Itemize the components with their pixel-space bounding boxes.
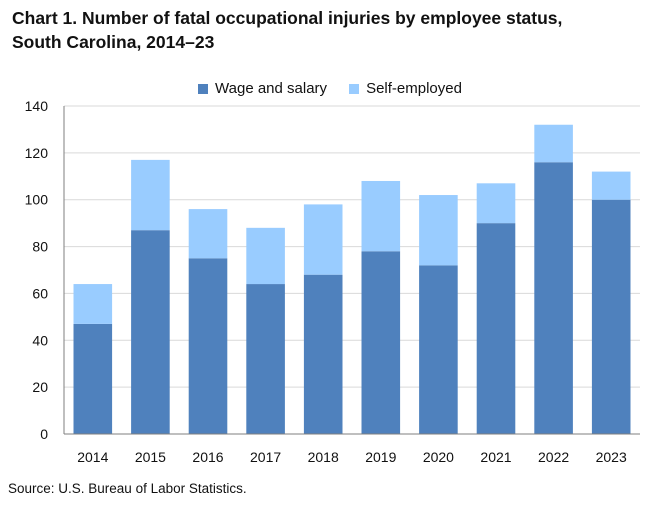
bar-wage-and-salary-2016 bbox=[188, 258, 228, 434]
y-tick-label-120: 120 bbox=[25, 145, 49, 161]
bar-wage-and-salary-2020 bbox=[419, 265, 458, 434]
legend-item-self-employed: Self-employed bbox=[349, 80, 462, 98]
legend-item-wage-and-salary: Wage and salary bbox=[198, 80, 327, 98]
bar-self-employed-2023 bbox=[591, 171, 631, 200]
bar-wage-and-salary-2015 bbox=[131, 230, 170, 434]
x-tick-label-2017: 2017 bbox=[250, 449, 281, 465]
y-tick-label-100: 100 bbox=[25, 192, 49, 208]
y-tick-label-20: 20 bbox=[32, 379, 48, 395]
chart-title-line-2: South Carolina, 2014–23 bbox=[12, 32, 215, 52]
x-tick-label-2022: 2022 bbox=[538, 449, 569, 465]
bar-wage-and-salary-2014 bbox=[73, 323, 113, 434]
y-tick-label-60: 60 bbox=[32, 285, 48, 301]
bar-wage-and-salary-2017 bbox=[246, 284, 285, 434]
bar-wage-and-salary-2021 bbox=[476, 223, 516, 434]
legend-swatch-wage-and-salary bbox=[198, 84, 209, 94]
x-tick-label-2019: 2019 bbox=[365, 449, 396, 465]
stacked-bar-chart: 0 20 40 60 80 100 120 140 2014 2015 2016 2017 2018 20… bbox=[25, 98, 640, 465]
chart-title: Chart 1. Number of fatal occupational in… bbox=[12, 6, 648, 54]
y-tick-label-80: 80 bbox=[32, 239, 48, 255]
bar-self-employed-2017 bbox=[246, 227, 285, 285]
bar-self-employed-2015 bbox=[131, 159, 170, 231]
bar-self-employed-2022 bbox=[534, 124, 573, 163]
bar-self-employed-2019 bbox=[361, 180, 401, 252]
x-tick-label-2015: 2015 bbox=[135, 449, 166, 465]
source-note: Source: U.S. Bureau of Labor Statistics. bbox=[8, 481, 247, 496]
y-tick-label-0: 0 bbox=[40, 426, 48, 442]
legend-label-wage-and-salary: Wage and salary bbox=[215, 80, 328, 97]
y-tick-label-140: 140 bbox=[25, 98, 49, 114]
bar-wage-and-salary-2023 bbox=[591, 199, 631, 434]
legend-label-self-employed: Self-employed bbox=[366, 80, 462, 97]
bar-wage-and-salary-2018 bbox=[303, 274, 343, 434]
x-tick-label-2023: 2023 bbox=[596, 449, 627, 465]
legend-swatch-self-employed bbox=[349, 84, 360, 94]
x-tick-label-2020: 2020 bbox=[423, 449, 454, 465]
bar-self-employed-2021 bbox=[476, 183, 516, 224]
bar-wage-and-salary-2022 bbox=[534, 162, 573, 434]
bar-self-employed-2018 bbox=[303, 204, 343, 275]
bar-wage-and-salary-2019 bbox=[361, 251, 401, 434]
legend: Wage and salary Self-employed bbox=[0, 80, 660, 98]
bar-self-employed-2014 bbox=[73, 284, 113, 324]
chart-title-line-1: Chart 1. Number of fatal occupational in… bbox=[12, 8, 563, 28]
x-tick-label-2016: 2016 bbox=[192, 449, 223, 465]
y-tick-label-40: 40 bbox=[32, 332, 48, 348]
x-tick-label-2021: 2021 bbox=[480, 449, 511, 465]
bar-self-employed-2020 bbox=[419, 195, 458, 266]
bar-self-employed-2016 bbox=[188, 209, 228, 259]
x-tick-label-2018: 2018 bbox=[308, 449, 339, 465]
x-tick-label-2014: 2014 bbox=[77, 449, 108, 465]
